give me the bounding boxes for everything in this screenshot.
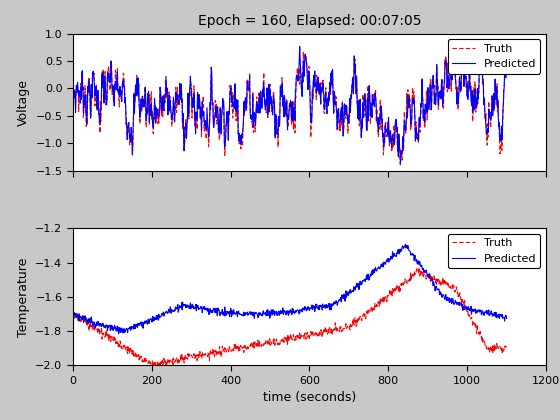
Truth	[179, 127, 186, 132]
Predicted	[90, 321, 97, 326]
Predicted	[249, 313, 256, 318]
Truth	[69, 314, 76, 319]
Truth	[487, 125, 494, 130]
Truth	[90, 325, 97, 330]
Predicted	[503, 47, 510, 52]
Predicted	[249, 113, 256, 118]
Line: Truth: Truth	[73, 40, 507, 165]
Line: Truth: Truth	[73, 269, 507, 369]
Predicted	[487, 114, 494, 119]
Legend: Truth, Predicted: Truth, Predicted	[448, 39, 540, 74]
X-axis label: time (seconds): time (seconds)	[263, 391, 356, 404]
Truth	[503, 56, 510, 61]
Predicted	[296, 44, 303, 49]
Truth	[69, 79, 76, 84]
Predicted	[404, 116, 410, 121]
Line: Predicted: Predicted	[73, 47, 507, 164]
Truth	[503, 345, 510, 350]
Predicted	[487, 311, 494, 316]
Truth	[416, 266, 422, 271]
Predicted	[503, 316, 510, 321]
Predicted	[397, 161, 404, 166]
Y-axis label: Voltage: Voltage	[17, 79, 30, 126]
Truth	[403, 278, 410, 284]
Predicted	[180, 301, 186, 306]
Predicted	[115, 331, 122, 336]
Predicted	[404, 245, 410, 250]
Predicted	[90, 72, 97, 77]
Truth	[90, 72, 97, 77]
Predicted	[179, 121, 186, 126]
Truth	[397, 163, 404, 168]
Predicted	[102, 95, 109, 100]
Truth	[403, 91, 410, 96]
Predicted	[102, 322, 109, 327]
Legend: Truth, Predicted: Truth, Predicted	[448, 234, 540, 268]
Truth	[487, 344, 494, 349]
Truth	[153, 367, 160, 372]
Truth	[459, 38, 466, 43]
Truth	[180, 355, 186, 360]
Line: Predicted: Predicted	[73, 244, 507, 334]
Truth	[102, 334, 109, 339]
Predicted	[69, 309, 76, 314]
Title: Epoch = 160, Elapsed: 00:07:05: Epoch = 160, Elapsed: 00:07:05	[198, 14, 421, 28]
Truth	[249, 125, 256, 130]
Truth	[102, 102, 109, 107]
Predicted	[69, 81, 76, 86]
Y-axis label: Temperature: Temperature	[17, 257, 30, 336]
Predicted	[402, 241, 409, 247]
Truth	[249, 341, 256, 346]
